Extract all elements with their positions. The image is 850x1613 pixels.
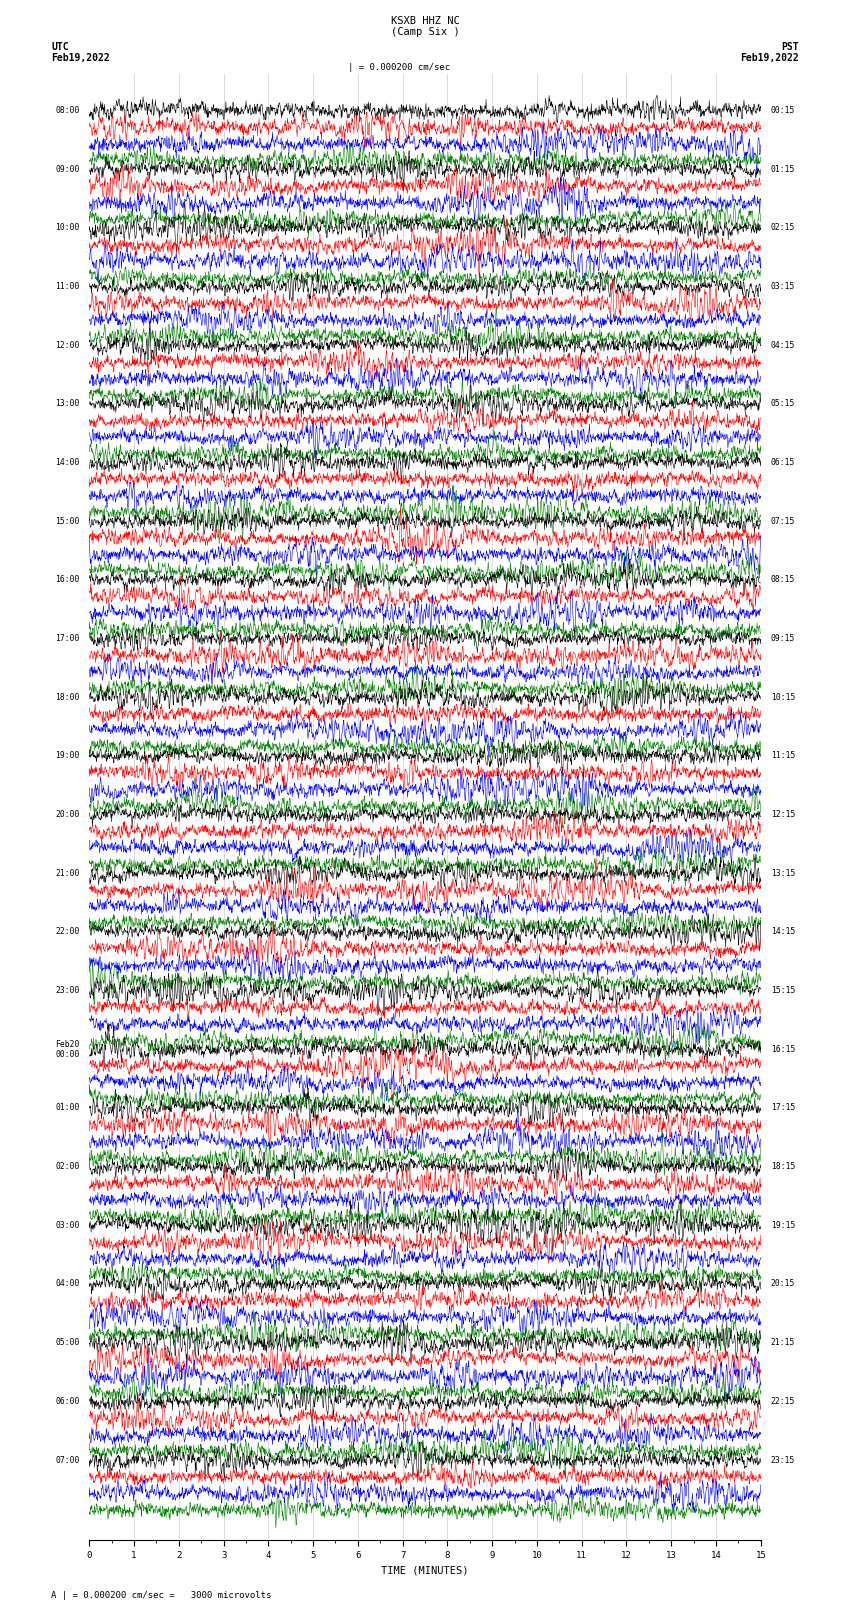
Text: 08:15: 08:15 [771, 576, 795, 584]
Text: 14:00: 14:00 [55, 458, 79, 468]
Text: PST: PST [781, 42, 799, 52]
Text: 07:00: 07:00 [55, 1455, 79, 1465]
Text: 01:15: 01:15 [771, 165, 795, 174]
Text: 21:00: 21:00 [55, 869, 79, 877]
Text: 16:15: 16:15 [771, 1045, 795, 1053]
Text: A | = 0.000200 cm/sec =   3000 microvolts: A | = 0.000200 cm/sec = 3000 microvolts [51, 1590, 271, 1600]
Text: 04:15: 04:15 [771, 340, 795, 350]
Text: 21:15: 21:15 [771, 1339, 795, 1347]
Text: 10:15: 10:15 [771, 692, 795, 702]
Text: 22:00: 22:00 [55, 927, 79, 937]
Text: 20:00: 20:00 [55, 810, 79, 819]
Text: 03:15: 03:15 [771, 282, 795, 290]
Text: 07:15: 07:15 [771, 516, 795, 526]
Text: 16:00: 16:00 [55, 576, 79, 584]
Text: 15:00: 15:00 [55, 516, 79, 526]
Text: 02:15: 02:15 [771, 223, 795, 232]
Text: 23:15: 23:15 [771, 1455, 795, 1465]
Text: 03:00: 03:00 [55, 1221, 79, 1229]
Text: 04:00: 04:00 [55, 1279, 79, 1289]
Text: 19:00: 19:00 [55, 752, 79, 760]
Text: 06:00: 06:00 [55, 1397, 79, 1407]
Text: 00:15: 00:15 [771, 106, 795, 115]
Text: UTC: UTC [51, 42, 69, 52]
Text: 13:00: 13:00 [55, 400, 79, 408]
Text: 17:00: 17:00 [55, 634, 79, 644]
Text: 22:15: 22:15 [771, 1397, 795, 1407]
Text: 11:15: 11:15 [771, 752, 795, 760]
Text: 10:00: 10:00 [55, 223, 79, 232]
Text: 05:15: 05:15 [771, 400, 795, 408]
Text: Feb19,2022: Feb19,2022 [740, 53, 799, 63]
Text: 01:00: 01:00 [55, 1103, 79, 1113]
Text: 09:00: 09:00 [55, 165, 79, 174]
Text: 12:15: 12:15 [771, 810, 795, 819]
Text: Feb20
00:00: Feb20 00:00 [55, 1039, 79, 1060]
Text: 13:15: 13:15 [771, 869, 795, 877]
Title: KSXB HHZ NC
(Camp Six ): KSXB HHZ NC (Camp Six ) [391, 16, 459, 37]
X-axis label: TIME (MINUTES): TIME (MINUTES) [382, 1565, 468, 1576]
Text: 18:00: 18:00 [55, 692, 79, 702]
Text: 06:15: 06:15 [771, 458, 795, 468]
Text: 11:00: 11:00 [55, 282, 79, 290]
Text: | = 0.000200 cm/sec: | = 0.000200 cm/sec [348, 63, 451, 73]
Text: 19:15: 19:15 [771, 1221, 795, 1229]
Text: 12:00: 12:00 [55, 340, 79, 350]
Text: 18:15: 18:15 [771, 1161, 795, 1171]
Text: 17:15: 17:15 [771, 1103, 795, 1113]
Text: 09:15: 09:15 [771, 634, 795, 644]
Text: 05:00: 05:00 [55, 1339, 79, 1347]
Text: 23:00: 23:00 [55, 986, 79, 995]
Text: 02:00: 02:00 [55, 1161, 79, 1171]
Text: 14:15: 14:15 [771, 927, 795, 937]
Text: 20:15: 20:15 [771, 1279, 795, 1289]
Text: 08:00: 08:00 [55, 106, 79, 115]
Text: 15:15: 15:15 [771, 986, 795, 995]
Text: Feb19,2022: Feb19,2022 [51, 53, 110, 63]
